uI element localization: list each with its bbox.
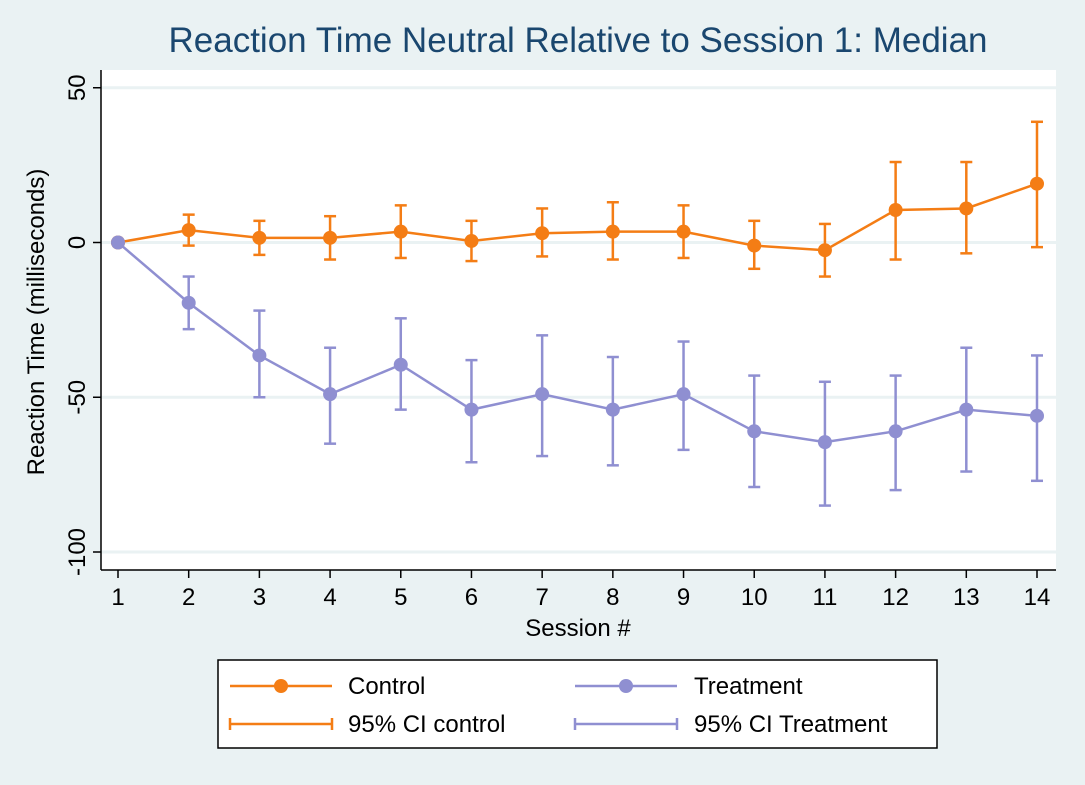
y-tick-label: -50 [64, 380, 91, 415]
x-tick-label: 14 [1024, 584, 1051, 611]
y-tick-label: 50 [64, 74, 91, 101]
series-layer [111, 120, 1044, 507]
x-tick-label: 6 [465, 584, 478, 611]
treatment-point [111, 235, 125, 250]
y-tick-label: 0 [64, 236, 91, 249]
axes [100, 70, 1056, 571]
control-point [747, 238, 762, 253]
control-point [393, 224, 408, 239]
legend-item-control-label: Control [348, 673, 425, 700]
legend-box [217, 659, 938, 749]
plot-area [101, 70, 1056, 570]
control-line [117, 182, 1038, 252]
legend-item-ci-control-label: 95% CI control [348, 711, 505, 738]
legend-item-control-marker [274, 679, 288, 693]
x-tick-label: 3 [253, 584, 266, 611]
x-axis-label: Session # [525, 615, 631, 642]
control-point [464, 233, 479, 248]
legend-item-treatment-label: Treatment [694, 673, 803, 700]
x-tick-label: 7 [535, 584, 548, 611]
control-series [111, 120, 1044, 278]
x-tick-label: 5 [394, 584, 407, 611]
x-tick-label: 9 [677, 584, 690, 611]
y-axis-ticks: 50 0 -50 -100 [64, 74, 101, 576]
treatment-point [393, 357, 408, 372]
control-point [323, 230, 338, 245]
control-point [605, 224, 620, 239]
treatment-point [747, 424, 762, 439]
treatment-point [252, 348, 267, 363]
y-axis-label: Reaction Time (milliseconds) [23, 169, 50, 476]
treatment-point [464, 402, 479, 417]
legend: Control Treatment 95% CI control 95% CI Tre… [217, 659, 938, 749]
control-point [535, 226, 550, 241]
treatment-point [1030, 408, 1044, 423]
control-point [676, 224, 691, 239]
treatment-point [181, 295, 196, 310]
x-tick-label: 12 [882, 584, 909, 611]
legend-item-ci-treatment-label: 95% CI Treatment [694, 711, 888, 738]
legend-item-treatment-marker [619, 679, 633, 693]
control-point [252, 230, 267, 245]
x-tick-label: 11 [812, 584, 837, 611]
y-tick-label: -100 [64, 528, 91, 576]
x-tick-label: 4 [323, 584, 336, 611]
control-point [817, 243, 832, 258]
legend-item-ci-control: 95% CI control [228, 711, 505, 738]
legend-item-treatment: Treatment [575, 673, 803, 700]
chart-title: Reaction Time Neutral Relative to Sessio… [168, 21, 987, 60]
treatment-point [605, 402, 620, 417]
x-axis-ticks: 1 2 3 4 5 6 7 8 9 10 11 12 13 14 [111, 570, 1050, 611]
control-point [181, 223, 196, 238]
treatment-point [817, 435, 832, 450]
treatment-point [888, 424, 903, 439]
x-tick-label: 2 [182, 584, 195, 611]
treatment-series [111, 235, 1044, 507]
control-point [888, 203, 903, 218]
x-tick-label: 10 [741, 584, 768, 611]
treatment-point [535, 387, 550, 402]
x-tick-label: 1 [111, 584, 124, 611]
treatment-point [959, 402, 974, 417]
legend-item-control: Control [230, 673, 425, 700]
x-tick-label: 8 [606, 584, 619, 611]
legend-item-ci-treatment: 95% CI Treatment [573, 711, 888, 738]
control-point [959, 201, 974, 216]
x-tick-label: 13 [953, 584, 980, 611]
treatment-point [323, 387, 338, 402]
treatment-line [117, 241, 1038, 444]
control-point [1030, 176, 1044, 191]
treatment-point [676, 387, 691, 402]
